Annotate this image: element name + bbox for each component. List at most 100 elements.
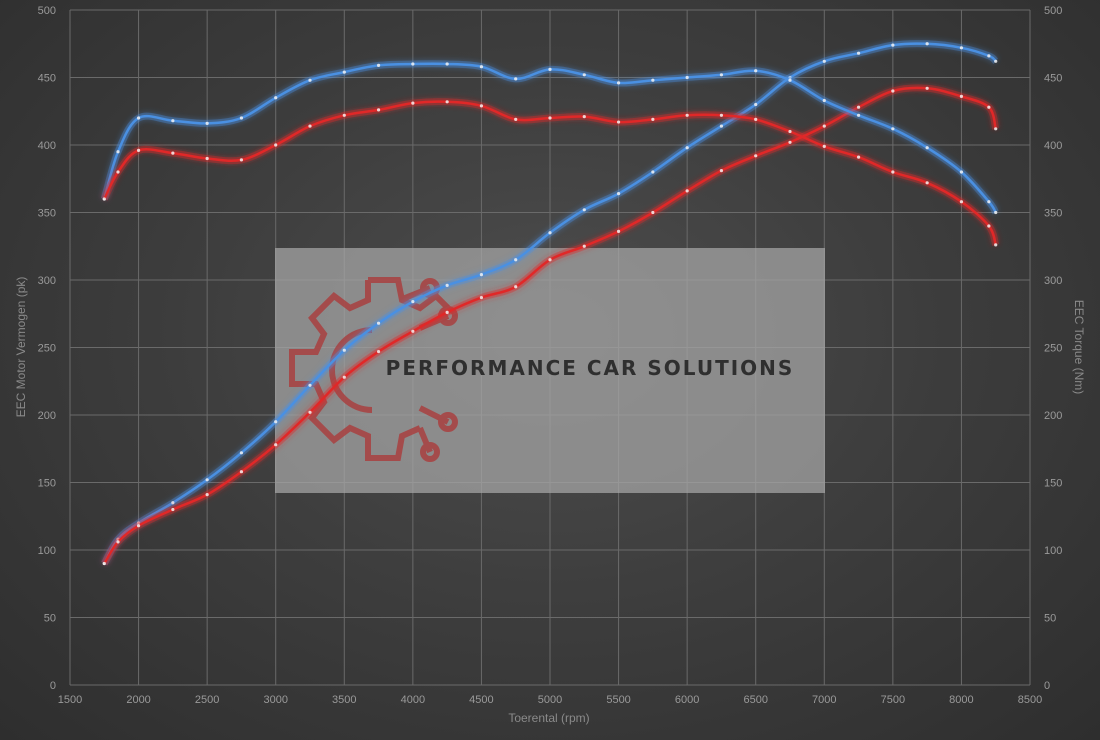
series-point — [548, 67, 552, 71]
x-tick-label: 6000 — [675, 694, 699, 706]
y-right-axis-title: EEC Torque (Nm) — [1072, 300, 1086, 394]
series-point — [479, 295, 484, 300]
x-tick-label: 3500 — [332, 694, 356, 706]
x-tick-label: 5500 — [606, 694, 630, 706]
series-point — [959, 170, 964, 174]
series-point — [445, 100, 449, 104]
series-point — [822, 124, 826, 128]
series-point — [788, 140, 792, 144]
y-left-tick-label: 250 — [38, 343, 56, 355]
series-point — [239, 470, 244, 474]
series-point — [754, 69, 758, 73]
series-point — [479, 65, 484, 69]
series-point — [274, 96, 278, 100]
series-point — [856, 113, 861, 117]
series-point — [445, 310, 449, 314]
series-point — [987, 105, 991, 109]
y-right-tick-label: 500 — [1044, 5, 1062, 17]
series-point — [239, 116, 244, 120]
x-tick-label: 7500 — [881, 694, 905, 706]
series-point — [582, 115, 586, 119]
series-point — [342, 113, 346, 117]
y-right-tick-label: 400 — [1044, 140, 1062, 152]
x-tick-labels: 1500 2000 2500 3000 3500 4000 4500 5000 5500 6000… — [58, 694, 1042, 706]
series-point — [685, 146, 689, 150]
series-point — [987, 224, 991, 228]
x-axis-title: Toerental (rpm) — [508, 711, 589, 725]
series-point — [822, 59, 826, 63]
series-point — [116, 540, 120, 544]
x-tick-label: 2500 — [195, 694, 219, 706]
y-left-tick-label: 500 — [38, 5, 56, 17]
series-point — [856, 51, 861, 55]
series-point — [616, 120, 621, 124]
series-point — [891, 89, 895, 93]
series-point — [205, 121, 209, 125]
series-point — [925, 146, 929, 150]
series-point — [719, 113, 724, 117]
series-point — [651, 210, 655, 215]
series-point — [582, 73, 586, 77]
series-point — [171, 119, 175, 123]
series-point — [994, 210, 998, 215]
y-right-tick-label: 100 — [1044, 545, 1062, 557]
x-tick-label: 7000 — [812, 694, 836, 706]
series-point — [239, 158, 244, 162]
series-point — [959, 200, 964, 204]
series-point — [822, 144, 826, 148]
series-point — [411, 101, 415, 105]
series-point — [925, 86, 929, 90]
series-point — [411, 329, 415, 333]
series-point — [959, 94, 964, 98]
series-point — [239, 451, 244, 455]
series-point — [685, 189, 689, 193]
series-point — [822, 98, 826, 103]
y-left-tick-label: 200 — [38, 410, 56, 422]
series-point — [719, 73, 724, 77]
series-point — [616, 81, 621, 85]
series-point — [685, 75, 689, 80]
series-point — [445, 62, 449, 66]
y-left-tick-labels: 0 50 100 150 200 250 300 350 400 450 500 — [38, 5, 56, 692]
series-point — [616, 192, 621, 196]
y-right-tick-labels: 0 50 100 150 200 250 300 350 400 450 500 — [1044, 5, 1062, 692]
series-point — [856, 105, 861, 109]
series-point — [116, 170, 120, 174]
series-point — [987, 54, 991, 58]
y-right-tick-label: 250 — [1044, 343, 1062, 355]
series-point — [205, 478, 209, 482]
series-point — [411, 62, 415, 66]
series-point — [411, 300, 415, 304]
y-left-tick-label: 400 — [38, 140, 56, 152]
x-tick-label: 4500 — [469, 694, 493, 706]
x-tick-label: 5000 — [538, 694, 562, 706]
series-point — [548, 116, 552, 120]
series-point — [719, 124, 724, 128]
series-point — [308, 78, 312, 82]
series-point — [376, 349, 381, 354]
series-point — [651, 170, 655, 174]
series-point — [548, 258, 552, 262]
series-point — [514, 285, 518, 289]
series-point — [754, 102, 758, 107]
series-point — [342, 375, 346, 379]
series-point — [102, 197, 106, 201]
series-point — [891, 43, 895, 47]
series-point — [925, 42, 929, 46]
series-point — [788, 78, 792, 82]
series-point — [376, 108, 381, 112]
y-right-tick-label: 50 — [1044, 613, 1056, 625]
series-point — [582, 244, 586, 248]
series-point — [136, 116, 141, 120]
y-left-tick-label: 50 — [44, 613, 56, 625]
series-point — [514, 77, 518, 81]
y-right-tick-label: 200 — [1044, 410, 1062, 422]
series-point — [171, 507, 175, 512]
series-point — [308, 410, 312, 414]
series-point — [754, 117, 758, 121]
series-point — [994, 59, 998, 63]
series-point — [274, 443, 278, 447]
y-left-tick-label: 150 — [38, 478, 56, 490]
series-point — [994, 243, 998, 247]
series-point — [514, 117, 518, 121]
